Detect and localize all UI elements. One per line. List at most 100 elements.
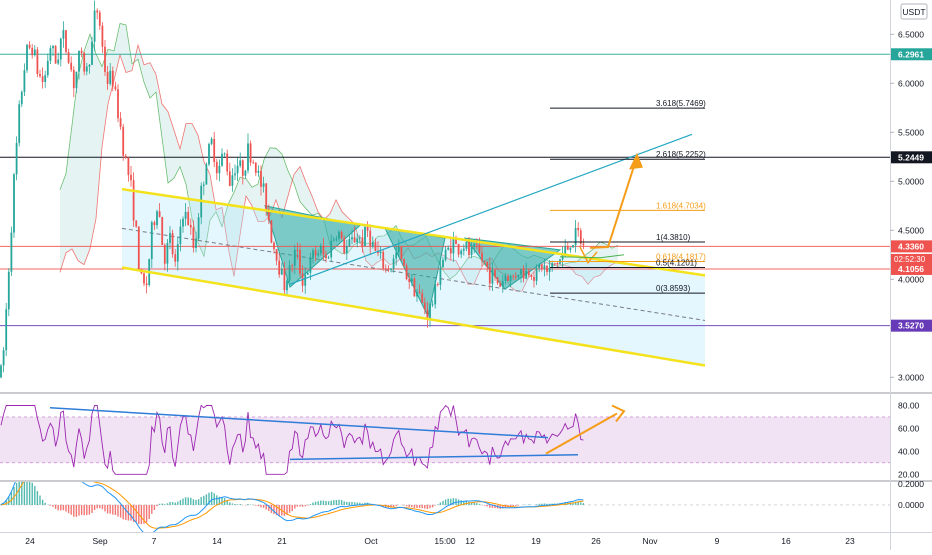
macd-histogram-bar — [580, 502, 581, 505]
rsi-tick-label: 80.00 — [898, 400, 920, 410]
macd-histogram-bar — [154, 505, 155, 510]
candle-body — [11, 233, 13, 272]
candle-body — [557, 263, 559, 264]
candle-body — [219, 166, 221, 173]
macd-histogram-bar — [318, 501, 319, 505]
candle-body — [432, 304, 434, 305]
candle-body — [39, 74, 41, 76]
candle-body — [47, 61, 49, 75]
macd-histogram-bar — [29, 479, 30, 504]
candle-body — [406, 266, 408, 279]
candle-body — [187, 212, 189, 225]
candle-body — [382, 252, 384, 269]
time-tick-label: Nov — [642, 536, 658, 546]
macd-histogram-bar — [84, 505, 85, 515]
candle-body — [492, 270, 494, 283]
candle-body — [411, 279, 413, 282]
candle-body — [229, 171, 231, 185]
price-tick-label: 5.5000 — [898, 127, 924, 137]
candle-body — [112, 71, 114, 87]
macd-histogram-bar — [190, 498, 191, 505]
candle-body — [505, 276, 507, 281]
candle-body — [24, 70, 26, 92]
candle-body — [364, 227, 366, 246]
candle-body — [180, 227, 182, 244]
macd-histogram-bar — [476, 503, 477, 505]
macd-histogram-bar — [432, 505, 433, 508]
candle-body — [102, 26, 104, 47]
candle-body — [185, 212, 187, 219]
candle-body — [265, 183, 267, 209]
candle-body — [247, 143, 249, 170]
macd-histogram-bar — [474, 503, 475, 505]
candle-body — [445, 250, 447, 260]
candle-body — [109, 71, 111, 84]
candle-body — [468, 242, 470, 255]
candle-body — [203, 185, 205, 186]
macd-histogram-bar — [229, 502, 230, 505]
macd-histogram-bar — [266, 505, 267, 510]
candle-body — [16, 143, 18, 174]
macd-histogram-bar — [518, 505, 519, 506]
candle-body — [239, 160, 241, 166]
candle-body — [172, 233, 174, 254]
candle-body — [169, 233, 171, 243]
candle-body — [294, 250, 296, 266]
candle-body — [198, 217, 200, 238]
candle-body — [575, 228, 577, 245]
candle-body — [549, 268, 551, 272]
candle-body — [351, 237, 353, 239]
candle-body — [518, 275, 520, 278]
candle-body — [135, 221, 137, 227]
candle-body — [408, 279, 410, 282]
macd-histogram-bar — [263, 505, 264, 508]
candle-body — [497, 277, 499, 283]
candle-body — [18, 104, 20, 143]
candle-body — [273, 243, 275, 249]
candle-body — [125, 156, 127, 158]
candle-body — [466, 242, 468, 249]
price-tick-label: 6.5000 — [898, 29, 924, 39]
macd-histogram-bar — [429, 505, 430, 508]
time-tick-label: 19 — [531, 536, 541, 546]
macd-histogram-bar — [167, 503, 168, 505]
macd-histogram-bar — [221, 497, 222, 505]
macd-histogram-bar — [515, 505, 516, 506]
candle-body — [395, 252, 397, 258]
macd-histogram-bar — [346, 502, 347, 505]
macd-histogram-bar — [73, 505, 74, 517]
candle-body — [211, 139, 213, 144]
candle-body — [380, 252, 382, 253]
candle-body — [89, 65, 91, 67]
candle-body — [182, 219, 184, 227]
candle-body — [154, 222, 156, 225]
macd-histogram-bar — [414, 505, 415, 508]
macd-histogram-bar — [442, 501, 443, 505]
macd-histogram-bar — [141, 505, 142, 524]
candle-body — [281, 269, 283, 275]
candle-body — [208, 144, 210, 164]
macd-histogram-bar — [349, 502, 350, 505]
candle-body — [346, 246, 348, 253]
macd-histogram-bar — [331, 501, 332, 505]
macd-histogram-bar — [32, 483, 33, 505]
candle-body — [250, 143, 252, 162]
macd-histogram-bar — [489, 505, 490, 508]
candle-body — [312, 250, 314, 258]
candle-body — [499, 283, 501, 286]
candle-body — [398, 247, 400, 252]
candle-body — [34, 50, 36, 56]
candle-body — [278, 261, 280, 275]
rsi-tick-label: 40.00 — [898, 446, 920, 456]
fib-level-label: 1(4.3810) — [656, 233, 691, 242]
candle-body — [21, 92, 23, 104]
candle-body — [234, 173, 236, 175]
macd-histogram-bar — [307, 505, 308, 506]
candle-body — [471, 247, 473, 255]
time-tick-label: 24 — [25, 536, 35, 546]
price-level-badge-label: 4.3360 — [898, 241, 924, 251]
macd-histogram-bar — [260, 505, 261, 507]
candle-body — [447, 248, 449, 250]
